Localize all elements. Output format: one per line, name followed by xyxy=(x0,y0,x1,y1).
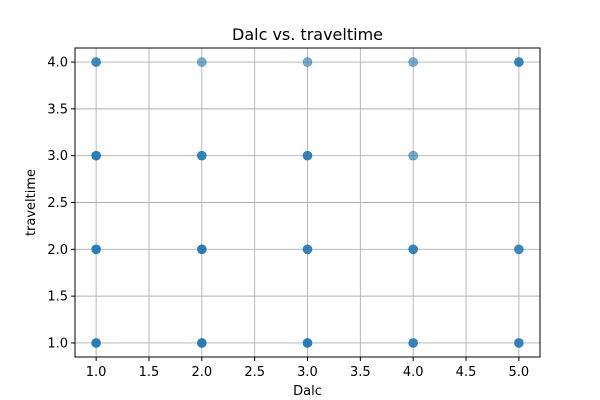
scatter-point xyxy=(408,338,418,348)
scatter-point xyxy=(91,57,101,67)
scatter-point xyxy=(302,150,313,161)
y-tick-label: 3.0 xyxy=(47,149,68,164)
y-tick-label: 2.5 xyxy=(47,196,68,211)
scatter-point xyxy=(302,244,313,255)
x-tick-label: 1.0 xyxy=(86,365,107,380)
scatter-point xyxy=(91,338,101,348)
y-tick-label: 3.5 xyxy=(47,102,68,117)
x-tick-label: 3.5 xyxy=(350,365,371,380)
scatter-point xyxy=(197,57,207,67)
x-axis-label: Dalc xyxy=(293,384,322,399)
y-tick-label: 2.0 xyxy=(47,243,68,258)
scatter-point xyxy=(408,244,418,255)
x-tick-label: 4.5 xyxy=(456,365,477,380)
scatter-point xyxy=(91,244,101,255)
scatter-point xyxy=(197,244,207,255)
x-tick-label: 1.5 xyxy=(139,365,160,380)
scatter-point xyxy=(514,244,524,255)
scatter-point xyxy=(514,57,524,67)
y-tick-label: 1.0 xyxy=(47,336,68,351)
scatter-point xyxy=(514,338,524,348)
x-tick-label: 4.0 xyxy=(403,365,424,380)
x-tick-label: 3.0 xyxy=(297,365,318,380)
x-axis-ticks: 1.0 1.5 2.0 2.5 3.0 3.5 4.0 4.5 5.0 xyxy=(86,357,529,380)
data-points xyxy=(91,57,524,348)
scatter-point xyxy=(302,338,313,348)
y-axis-label: traveltime xyxy=(24,169,39,236)
scatter-point xyxy=(91,150,101,161)
scatter-point xyxy=(302,57,313,67)
scatter-point xyxy=(197,338,207,348)
scatter-point xyxy=(408,57,418,67)
x-tick-label: 2.0 xyxy=(191,365,212,380)
scatter-point xyxy=(197,150,207,161)
y-tick-label: 1.5 xyxy=(47,290,68,305)
scatter-point xyxy=(408,150,418,161)
x-tick-label: 5.0 xyxy=(509,365,530,380)
chart-title: Dalc vs. traveltime xyxy=(232,25,383,44)
y-axis-ticks: 1.0 1.5 2.0 2.5 3.0 3.5 4.0 xyxy=(47,56,75,351)
y-tick-label: 4.0 xyxy=(47,56,68,71)
x-tick-label: 2.5 xyxy=(244,365,265,380)
